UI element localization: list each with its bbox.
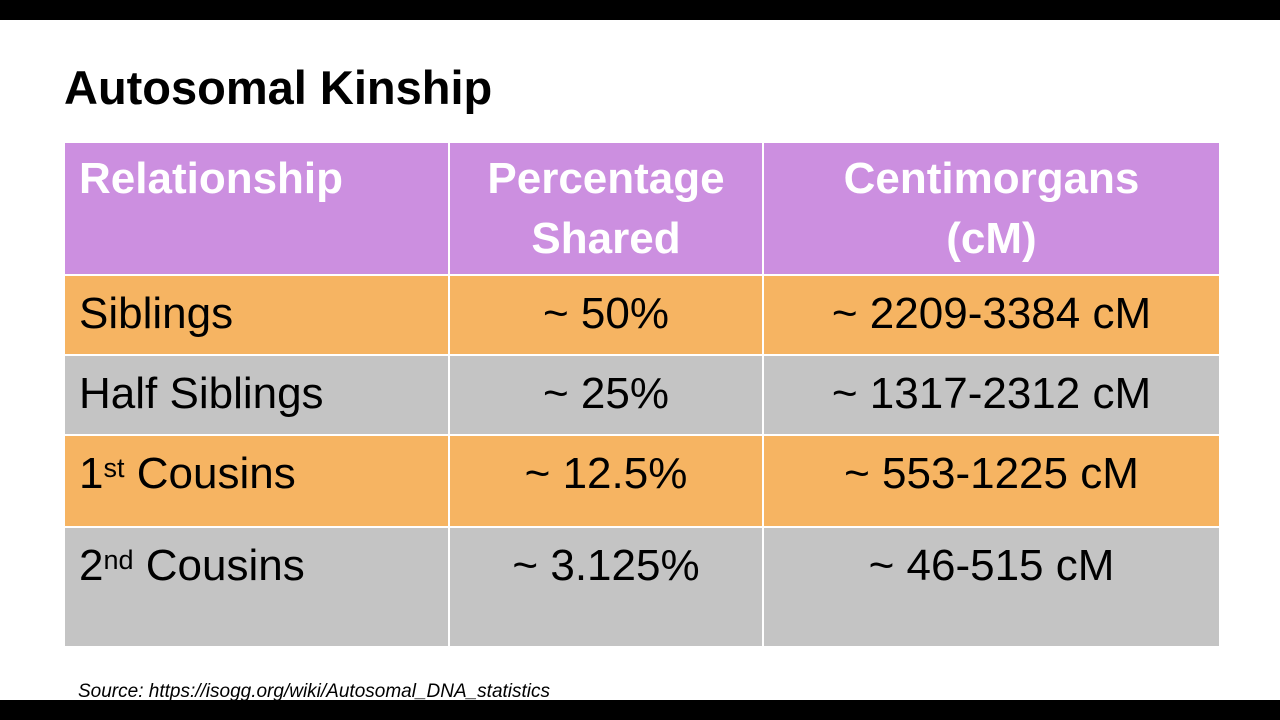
slide-title: Autosomal Kinship <box>64 61 493 114</box>
cell-relationship: Half Siblings <box>63 354 450 436</box>
cell-centimorgans: ~ 1317-2312 cM <box>762 354 1221 436</box>
header-relationship: Relationship <box>63 141 450 276</box>
cell-relationship: 2nd Cousins <box>63 526 450 648</box>
kinship-table: Relationship Percentage Shared Centimorga… <box>63 141 1221 648</box>
cell-relationship: 1st Cousins <box>63 434 450 528</box>
header-percentage-shared: Percentage Shared <box>448 141 764 276</box>
cell-percentage: ~ 25% <box>448 354 764 436</box>
cell-relationship: Siblings <box>63 274 450 356</box>
source-citation: Source: https://isogg.org/wiki/Autosomal… <box>78 681 551 702</box>
cell-percentage: ~ 12.5% <box>448 434 764 528</box>
table-row: 1st Cousins ~ 12.5% ~ 553-1225 cM <box>63 434 1221 528</box>
table-row: 2nd Cousins ~ 3.125% ~ 46-515 cM <box>63 526 1221 648</box>
table-header-row: Relationship Percentage Shared Centimorga… <box>63 141 1221 276</box>
header-centimorgans: Centimorgans (cM) <box>762 141 1221 276</box>
cell-centimorgans: ~ 2209-3384 cM <box>762 274 1221 356</box>
cell-centimorgans: ~ 46-515 cM <box>762 526 1221 648</box>
table-row: Siblings ~ 50% ~ 2209-3384 cM <box>63 274 1221 356</box>
cell-centimorgans: ~ 553-1225 cM <box>762 434 1221 528</box>
table-row: Half Siblings ~ 25% ~ 1317-2312 cM <box>63 354 1221 436</box>
letterbox-top <box>0 0 1280 20</box>
cell-percentage: ~ 50% <box>448 274 764 356</box>
letterbox-bottom <box>0 700 1280 720</box>
cell-percentage: ~ 3.125% <box>448 526 764 648</box>
